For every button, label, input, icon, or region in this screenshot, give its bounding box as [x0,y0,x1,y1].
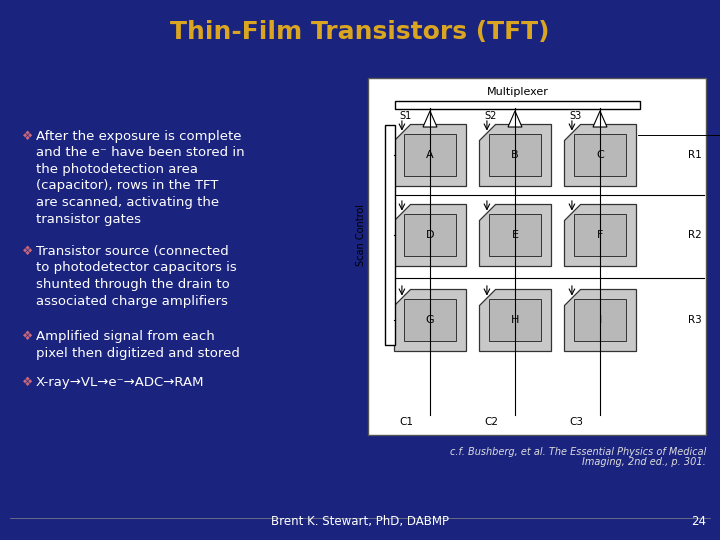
Text: ❖: ❖ [22,330,33,343]
Polygon shape [423,111,437,127]
Text: C1: C1 [399,417,413,427]
Text: Scan Control: Scan Control [356,204,366,266]
Text: E: E [511,230,518,240]
FancyBboxPatch shape [489,299,541,341]
FancyBboxPatch shape [395,101,640,109]
Text: Thin-Film Transistors (TFT): Thin-Film Transistors (TFT) [170,20,550,44]
Text: F: F [597,230,603,240]
Text: D: D [426,230,434,240]
Polygon shape [564,124,636,186]
Text: Amplified signal from each
pixel then digitized and stored: Amplified signal from each pixel then di… [36,330,240,360]
Text: Transistor source (connected
to photodetector capacitors is
shunted through the : Transistor source (connected to photodet… [36,245,237,307]
FancyBboxPatch shape [385,125,395,345]
Text: R1: R1 [688,150,702,160]
Text: B: B [511,150,519,160]
FancyBboxPatch shape [574,134,626,176]
Polygon shape [564,204,636,266]
Text: R3: R3 [688,315,702,325]
Polygon shape [564,289,636,351]
FancyBboxPatch shape [404,214,456,256]
Text: A: A [426,150,434,160]
Polygon shape [479,204,551,266]
Text: C2: C2 [484,417,498,427]
Text: S2: S2 [484,111,496,121]
Text: After the exposure is complete
and the e⁻ have been stored in
the photodetection: After the exposure is complete and the e… [36,130,245,226]
Text: Brent K. Stewart, PhD, DABMP: Brent K. Stewart, PhD, DABMP [271,515,449,528]
Text: Imaging, 2nd ed., p. 301.: Imaging, 2nd ed., p. 301. [582,457,706,467]
Text: ❖: ❖ [22,130,33,143]
Text: ❖: ❖ [22,245,33,258]
FancyBboxPatch shape [404,299,456,341]
FancyBboxPatch shape [489,134,541,176]
Polygon shape [394,289,466,351]
Polygon shape [394,204,466,266]
Text: c.f. Bushberg, et al. The Essential Physics of Medical: c.f. Bushberg, et al. The Essential Phys… [449,447,706,457]
Text: R2: R2 [688,230,702,240]
Text: ❖: ❖ [22,376,33,389]
Polygon shape [508,111,522,127]
Text: C3: C3 [569,417,583,427]
Text: S3: S3 [569,111,581,121]
Polygon shape [479,289,551,351]
Text: X-ray→VL→e⁻→ADC→RAM: X-ray→VL→e⁻→ADC→RAM [36,376,204,389]
Polygon shape [593,111,607,127]
Text: 24: 24 [691,515,706,528]
Text: Multiplexer: Multiplexer [487,87,549,97]
Polygon shape [479,124,551,186]
Text: S1: S1 [399,111,411,121]
FancyBboxPatch shape [574,214,626,256]
FancyBboxPatch shape [574,299,626,341]
Text: G: G [426,315,434,325]
Text: I: I [598,315,602,325]
FancyBboxPatch shape [404,134,456,176]
Polygon shape [394,124,466,186]
FancyBboxPatch shape [368,78,706,435]
Text: C: C [596,150,604,160]
FancyBboxPatch shape [489,214,541,256]
Text: H: H [510,315,519,325]
